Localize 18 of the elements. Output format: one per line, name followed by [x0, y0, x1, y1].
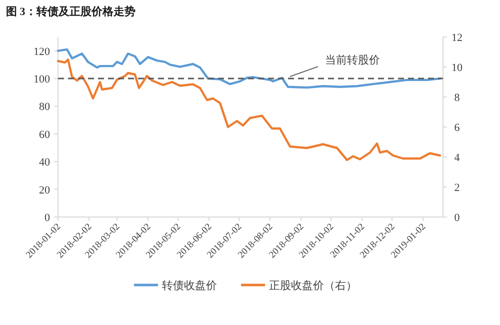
y-tick-label: 40: [39, 156, 50, 169]
y-tick-label: 100: [34, 74, 50, 86]
y2-tick-label: 10: [452, 62, 463, 74]
y2-tick-label: 6: [454, 122, 460, 134]
y2-tick-label: 2: [454, 182, 460, 194]
y-tick-label: 80: [39, 101, 50, 114]
y-tick-label: 120: [34, 46, 50, 58]
y2-tick-label: 0: [454, 212, 460, 224]
y2-tick-label: 4: [454, 152, 460, 164]
legend-label: 正股收盘价（右）: [269, 280, 357, 292]
y-tick-label: 0: [44, 212, 50, 224]
y-tick-label: 20: [39, 184, 50, 196]
y-tick-label: 60: [39, 128, 50, 141]
title: 图 3：转债及正股价格走势: [6, 6, 136, 18]
y2-tick-label: 12: [452, 32, 462, 44]
y2-tick-label: 8: [454, 92, 460, 104]
legend-label: 转债收盘价: [162, 280, 217, 292]
ref-line-label: 当前转股价: [325, 54, 380, 67]
